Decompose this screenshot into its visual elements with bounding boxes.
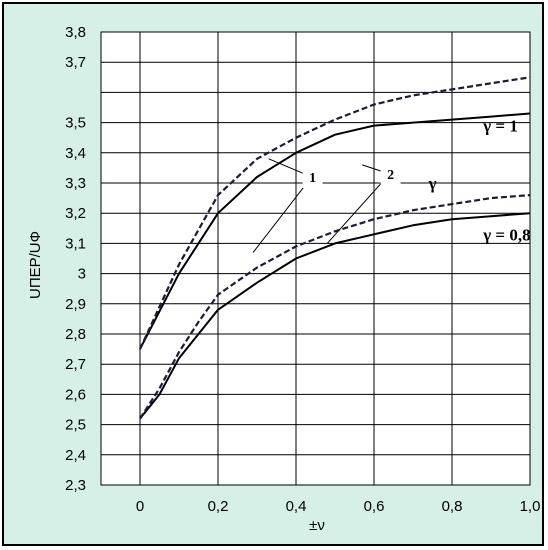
annotation-box [380,160,401,185]
y-tick-label: 3,8 [65,24,86,41]
y-tick-label: 2,7 [65,356,86,373]
annotation-number-2: 2 [387,168,394,183]
annotation-layer: γ = 1 γ γ = 0,8 1 2 [252,117,531,253]
y-tick-label: 3 [78,266,86,283]
y-tick-label: 2,6 [65,386,86,403]
y-tick-labels: 2,3 2,4 2,5 2,6 2,7 2,8 2,9 3 3,1 3,2 3,3 3,4 3,5 3,7… [65,24,86,494]
x-tick-label: 1,0 [520,498,541,515]
y-axis-title: UПЕР/UФ [27,231,44,299]
y-tick-label: 3,4 [65,145,86,162]
annotation-label: γ = 0,8 [482,225,530,244]
x-tick-label: 0,4 [286,498,307,515]
y-tick-label: 2,4 [65,447,86,464]
x-axis-title: ±ν [309,517,325,534]
y-tick-label: 3,1 [65,235,86,252]
leader-line [326,173,390,244]
y-tick-label: 2,8 [65,326,86,343]
annotation-label: γ [428,174,437,193]
x-tick-labels: 0 0,2 0,4 0,6 0,8 1,0 [136,498,541,515]
y-tick-label: 3,2 [65,205,86,222]
y-tick-label: 2,5 [65,417,86,434]
series-line-3 [139,212,531,420]
leader-line [252,176,312,253]
series-layer [139,76,531,420]
y-tick-label: 3,5 [65,115,86,132]
y-tick-label: 2,9 [65,296,86,313]
annotation-label: γ = 1 [482,117,518,136]
x-tick-label: 0,8 [442,498,463,515]
annotation-number-1: 1 [309,171,316,186]
plot-area [100,31,531,486]
y-tick-label: 3,7 [65,54,86,71]
x-tick-label: 0,2 [208,498,229,515]
x-tick-label: 0 [136,498,144,515]
series-line-1 [139,112,531,350]
series-line-2 [139,76,531,350]
x-tick-label: 0,6 [364,498,385,515]
y-tick-label: 3,3 [65,175,86,192]
y-tick-label: 2,3 [65,477,86,494]
annotation-box [302,163,323,188]
series-line-4 [139,194,531,420]
